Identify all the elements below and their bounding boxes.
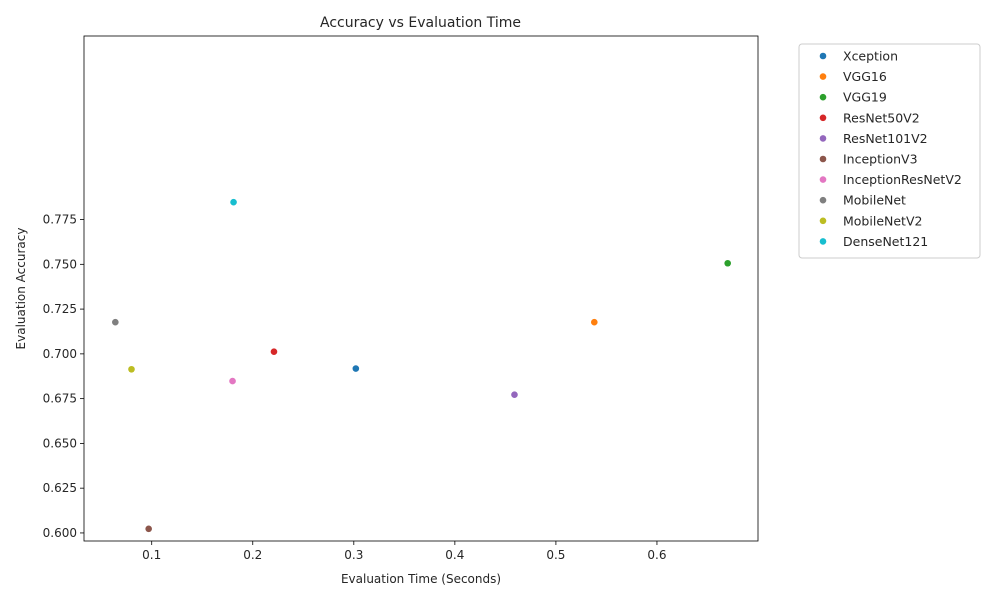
y-tick-label: 0.625 — [43, 481, 77, 495]
legend-marker — [819, 155, 827, 163]
legend-entry-label: VGG19 — [843, 90, 887, 105]
data-point — [590, 318, 598, 326]
legend-marker — [819, 217, 827, 225]
data-point — [230, 198, 237, 206]
x-tick-label: 0.2 — [243, 548, 262, 562]
x-tick-label: 0.4 — [445, 548, 464, 562]
legend-entry-label: Xception — [843, 49, 898, 64]
y-tick-label: 0.750 — [43, 257, 77, 271]
data-point — [128, 365, 135, 373]
y-axis-ticks: 0.600 0.625 0.650 0.675 0.700 0.725 0.750 0.775 — [43, 213, 84, 540]
legend-entry-label: MobileNetV2 — [843, 213, 922, 228]
x-axis-ticks: 0.1 0.2 0.3 0.4 0.5 0.6 — [142, 541, 666, 562]
chart-title: Accuracy vs Evaluation Time — [320, 15, 521, 31]
y-tick-label: 0.725 — [43, 302, 77, 316]
y-tick-label: 0.775 — [43, 213, 77, 227]
x-tick-label: 0.6 — [647, 548, 666, 562]
legend-entry-label: VGG16 — [843, 69, 887, 84]
legend-marker — [819, 176, 827, 183]
legend-entry-label: InceptionV3 — [843, 152, 918, 167]
legend-marker — [819, 135, 827, 142]
legend-marker — [819, 238, 827, 245]
data-points — [112, 198, 731, 533]
data-point — [270, 348, 278, 356]
data-point — [724, 259, 731, 267]
x-tick-label: 0.3 — [344, 548, 363, 562]
x-tick-label: 0.5 — [546, 548, 565, 562]
x-tick-label: 0.1 — [142, 548, 161, 562]
data-point — [511, 391, 518, 398]
legend-entry-label: DenseNet121 — [843, 234, 928, 249]
y-tick-label: 0.600 — [43, 526, 77, 540]
y-tick-label: 0.650 — [43, 436, 77, 450]
data-point — [112, 318, 119, 326]
legend-entry-label: InceptionResNetV2 — [843, 172, 962, 187]
legend-marker — [819, 114, 827, 122]
y-tick-label: 0.675 — [43, 392, 77, 406]
data-point — [352, 365, 360, 372]
legend-marker — [819, 52, 827, 60]
legend-box — [798, 43, 981, 259]
y-axis-label: Evaluation Accuracy — [14, 228, 28, 350]
legend-entry-label: ResNet50V2 — [843, 110, 920, 125]
legend-marker — [819, 196, 827, 204]
legend-entry-label: MobileNet — [843, 193, 906, 208]
legend-marker — [819, 73, 827, 80]
x-axis-label: Evaluation Time (Seconds) — [341, 572, 501, 586]
legend-entry-label: ResNet101V2 — [843, 131, 928, 146]
data-point — [145, 525, 152, 533]
y-tick-label: 0.700 — [43, 347, 77, 361]
data-point — [229, 377, 236, 385]
plot-frame — [83, 35, 759, 542]
legend-marker — [819, 93, 827, 101]
legend: Xception VGG16 VGG19 ResNet50V2 ResNet101V2 I… — [798, 43, 981, 259]
